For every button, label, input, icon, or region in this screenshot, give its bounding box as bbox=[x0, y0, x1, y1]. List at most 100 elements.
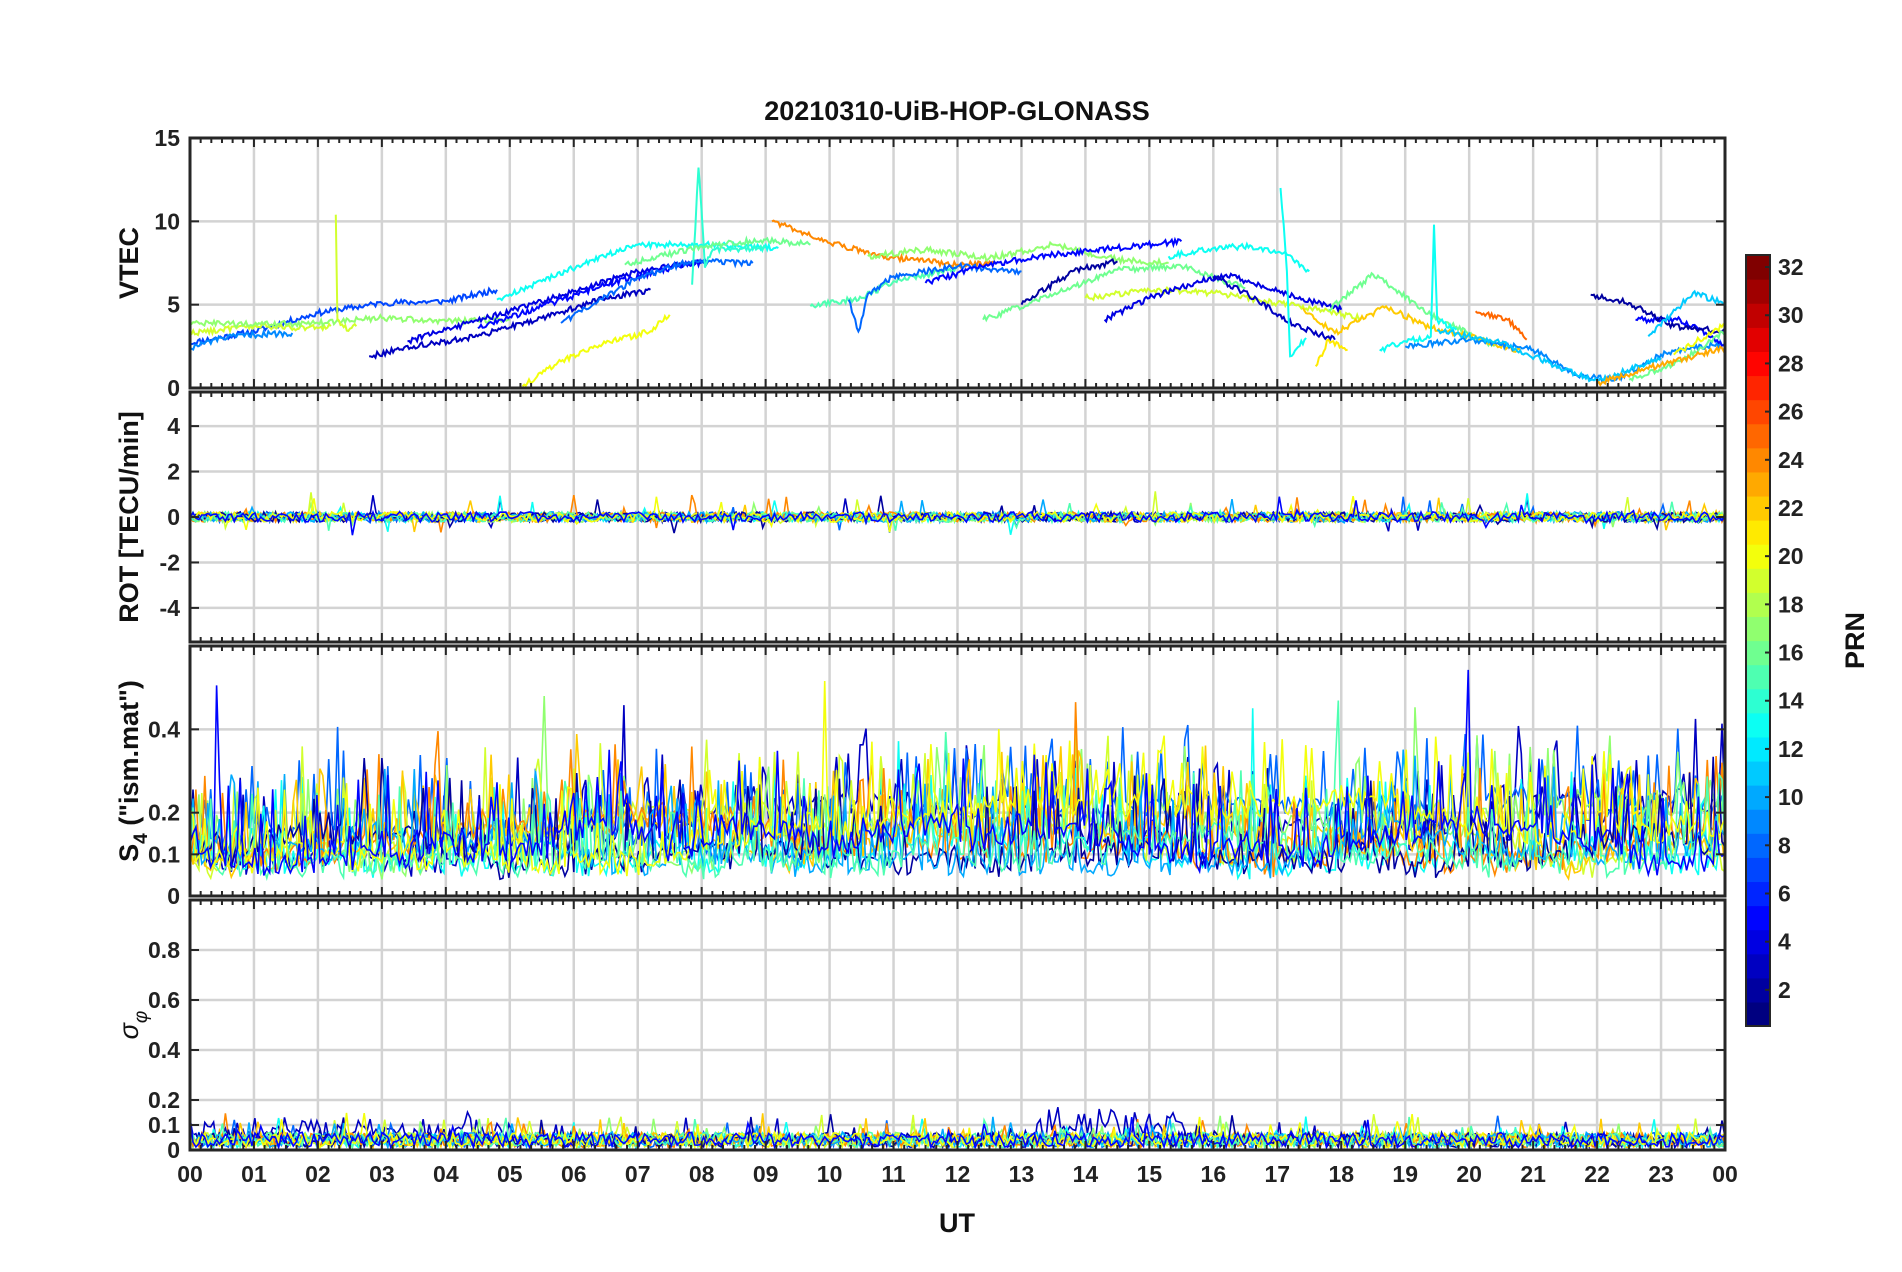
vtec-series-prn-20 bbox=[1673, 322, 1725, 356]
x-tick-label: 09 bbox=[753, 1161, 779, 1187]
x-tick-label: 15 bbox=[1137, 1161, 1163, 1187]
x-tick-label: 01 bbox=[241, 1161, 267, 1187]
x-tick-label: 07 bbox=[625, 1161, 651, 1187]
colorbar-tick-label: 20 bbox=[1778, 543, 1804, 569]
panel-sigma-ytick-label: 0.6 bbox=[148, 987, 180, 1013]
panel-sigma-ytick-label: 0.2 bbox=[148, 1087, 180, 1113]
panel-rot: -4 -2 0 2 4 ROT [TECU/min] bbox=[114, 390, 1727, 644]
vtec-series-prn-23 bbox=[1596, 345, 1725, 387]
colorbar-cell bbox=[1746, 953, 1770, 979]
x-tick-label: 00 bbox=[177, 1161, 203, 1187]
panel-vtec-ytick-label: 5 bbox=[167, 292, 180, 318]
vtec-series-prn-2 bbox=[1590, 292, 1725, 335]
panel-sigma-ytick-label: 0 bbox=[167, 1137, 180, 1163]
colorbar-label: PRN bbox=[1840, 612, 1870, 669]
panel-rot-ytick-label: 2 bbox=[167, 459, 180, 485]
ylabel-main: σ bbox=[114, 1021, 144, 1039]
vtec-series-prn-16 bbox=[982, 262, 1246, 323]
colorbar-cell bbox=[1746, 809, 1770, 834]
vtec-series-prn-4 bbox=[407, 259, 703, 345]
panel-s4-ytick-label: 0.4 bbox=[148, 716, 180, 742]
x-tick-label: 19 bbox=[1392, 1161, 1418, 1187]
chart-title: 20210310-UiB-HOP-GLONASS bbox=[764, 96, 1150, 126]
x-tick-label: 22 bbox=[1584, 1161, 1610, 1187]
vtec-series-prn-7 bbox=[190, 286, 498, 347]
s4-series-prn-5 bbox=[190, 669, 1725, 878]
x-axis-label: UT bbox=[939, 1208, 975, 1238]
panel-vtec-ytick-label: 10 bbox=[154, 208, 180, 234]
panel-rot-data bbox=[190, 491, 1725, 536]
vtec-series-prn-14 bbox=[691, 167, 767, 285]
vtec-series-prn-5 bbox=[924, 236, 1183, 286]
panel-sigma-ytick-label: 0.4 bbox=[148, 1037, 180, 1063]
ylabel-main: S bbox=[114, 844, 144, 862]
x-tick-label: 03 bbox=[369, 1161, 395, 1187]
colorbar-cell bbox=[1746, 327, 1770, 352]
vtec-series-prn-8 bbox=[560, 258, 754, 324]
panel-s4-ytick-label: 0.2 bbox=[148, 800, 180, 826]
colorbar-cell bbox=[1746, 520, 1770, 545]
x-tick-label: 21 bbox=[1520, 1161, 1546, 1187]
x-tick-label: 18 bbox=[1328, 1161, 1354, 1187]
colorbar-cell bbox=[1746, 1001, 1770, 1027]
colorbar-cell bbox=[1746, 471, 1770, 497]
colorbar-tick-label: 2 bbox=[1778, 977, 1791, 1003]
panel-vtec: 0 5 10 15 VTEC bbox=[114, 125, 1727, 401]
vtec-series-prn-11 bbox=[1647, 289, 1725, 337]
panel-rot-ytick-label: 4 bbox=[167, 413, 180, 439]
vtec-series-prn-21 bbox=[1314, 338, 1348, 367]
colorbar-tick-label: 30 bbox=[1778, 302, 1804, 328]
colorbar-tick-label: 22 bbox=[1778, 495, 1804, 521]
vtec-series-prn-17 bbox=[867, 240, 1169, 268]
panel-sigma: 00.10.2 0.4 0.6 0.8 σφ bbox=[114, 898, 1727, 1163]
colorbar-tick-label: 6 bbox=[1778, 880, 1791, 906]
panel-rot-ylabel: ROT [TECU/min] bbox=[114, 411, 144, 622]
ylabel-rest: ("ism.mat") bbox=[114, 680, 144, 833]
panel-rot-frame bbox=[188, 390, 1727, 644]
colorbar-cell bbox=[1746, 857, 1770, 883]
vtec-series-prn-19 bbox=[334, 214, 358, 333]
panel-vtec-frame bbox=[188, 136, 1727, 390]
x-tick-label: 13 bbox=[1009, 1161, 1035, 1187]
panel-rot-ytick-label: -2 bbox=[160, 549, 180, 575]
panel-s4-ylabel: S4 ("ism.mat") bbox=[114, 680, 152, 862]
x-tick-label: 10 bbox=[817, 1161, 843, 1187]
colorbar-tick-label: 14 bbox=[1778, 688, 1804, 714]
vtec-series-prn-19 bbox=[1084, 286, 1362, 322]
x-tick-label: 14 bbox=[1073, 1161, 1099, 1187]
vtec-series-prn-16 bbox=[1328, 271, 1496, 348]
vtec-series-prn-19 bbox=[190, 321, 332, 337]
panel-sigma-ylabel: σφ bbox=[114, 1011, 152, 1040]
vtec-series-prn-8 bbox=[847, 261, 1022, 334]
vtec-series-prn-16 bbox=[1628, 330, 1725, 382]
panel-sigma-frame bbox=[188, 898, 1727, 1152]
vtec-series-prn-13 bbox=[1379, 224, 1458, 354]
colorbar-cell bbox=[1746, 568, 1770, 593]
x-tick-label: 00 bbox=[1712, 1161, 1738, 1187]
panel-s4: 00.10.20.4S4 ("ism.mat") bbox=[114, 644, 1727, 909]
vtec-series-prn-5 bbox=[1635, 314, 1725, 347]
colorbar-cell bbox=[1746, 712, 1770, 738]
vtec-series-prn-9 bbox=[190, 328, 294, 351]
colorbar-tick-label: 10 bbox=[1778, 784, 1804, 810]
vtec-series-prn-13 bbox=[1279, 187, 1307, 358]
panel-rot-ytick-label: 0 bbox=[167, 504, 180, 530]
x-tick-label: 12 bbox=[945, 1161, 971, 1187]
colorbar-tick-label: 32 bbox=[1778, 254, 1804, 280]
vtec-series-prn-20 bbox=[521, 313, 671, 388]
panel-s4-data bbox=[190, 669, 1725, 881]
colorbar-tick-label: 28 bbox=[1778, 350, 1804, 376]
colorbar-tick-label: 8 bbox=[1778, 832, 1791, 858]
vtec-series-prn-15 bbox=[809, 265, 959, 309]
panel-vtec-data bbox=[190, 167, 1725, 388]
panel-rot-ytick-label: -4 bbox=[160, 595, 181, 621]
ylabel-subscript: 4 bbox=[131, 833, 152, 844]
colorbar-tick-label: 18 bbox=[1778, 591, 1804, 617]
vtec-series-prn-16 bbox=[624, 235, 811, 267]
vtec-series-prn-3 bbox=[1212, 274, 1336, 342]
colorbar-cell bbox=[1746, 279, 1770, 304]
panel-s4-ytick-label: 0 bbox=[167, 883, 180, 909]
x-tick-label: 23 bbox=[1648, 1161, 1674, 1187]
panel-sigma-ytick-label: 0.1 bbox=[148, 1112, 180, 1138]
